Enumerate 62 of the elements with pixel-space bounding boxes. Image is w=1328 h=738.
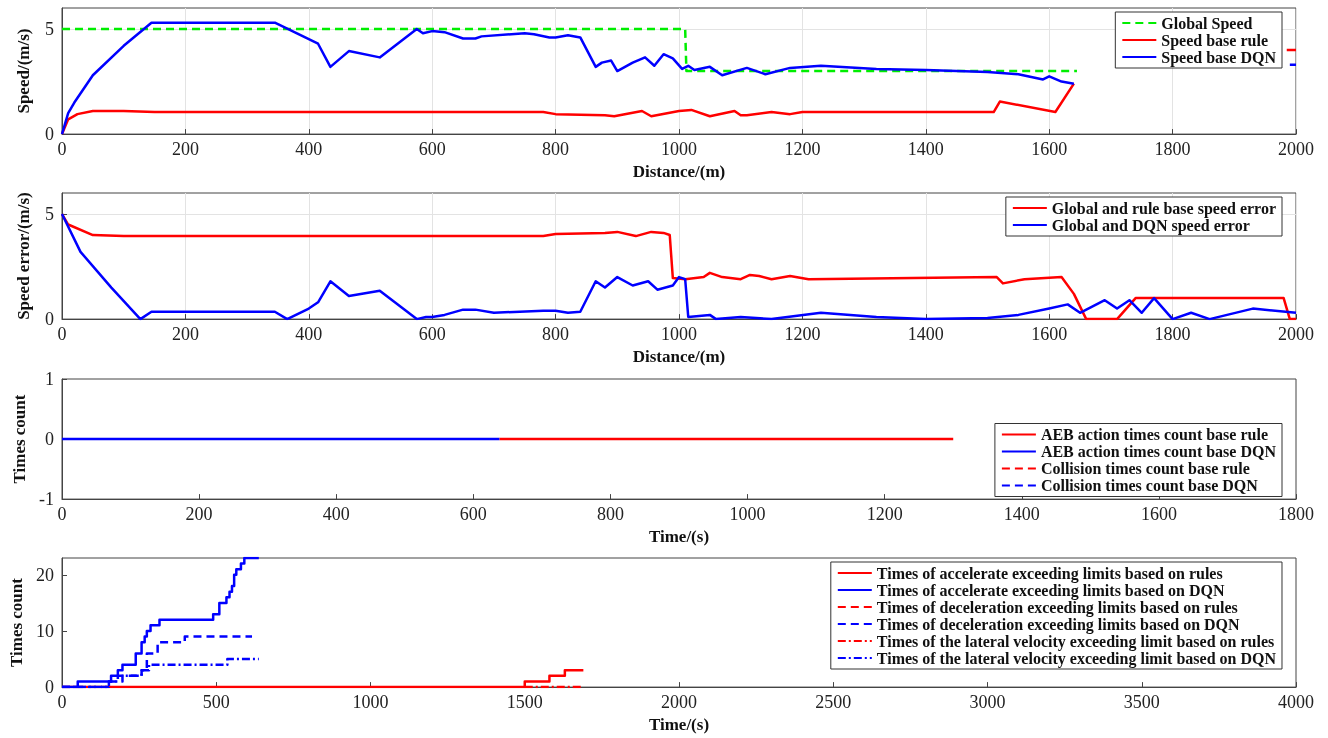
x-tick-label: 400 [295,324,323,345]
x-tick-label: 800 [596,504,624,525]
x-tick-label: 3500 [1123,692,1160,713]
x-tick-label: 500 [202,692,230,713]
x-tick-label: 1800 [1154,324,1191,345]
x-tick-label: 2500 [815,692,852,713]
x-axis-title: Time/(s) [648,715,710,734]
x-tick-label: 1400 [907,139,944,160]
x-tick-label: 800 [542,139,570,160]
x-tick-label: 800 [542,324,570,345]
x-tick-label: 1400 [1003,504,1040,525]
x-tick-label: 200 [171,324,199,345]
legend-label: Collision times count base rule [1040,460,1250,477]
y-tick-label: 10 [36,620,54,641]
y-tick-label: 1 [45,369,54,389]
x-tick-label: 600 [418,324,446,345]
x-tick-label: 1600 [1031,139,1068,160]
legend-label: AEB action times count base DQN [1040,443,1277,460]
x-tick-label: 1000 [729,504,766,525]
x-tick-label: 2000 [1278,324,1314,345]
legend-label: Collision times count base DQN [1040,477,1259,494]
y-axis-title: Speed error/(m/s) [14,192,33,320]
y-tick-label: 0 [45,124,54,145]
x-tick-label: 1200 [784,139,821,160]
x-tick-label: 1600 [1140,504,1177,525]
y-tick-label: 20 [36,564,54,585]
legend-label: Global and rule base speed error [1051,199,1277,218]
y-tick-label: 0 [45,309,54,330]
legend-label: AEB action times count base rule [1040,426,1268,443]
y-axis-title: Speed/(m/s) [14,28,33,114]
x-tick-label: 1500 [506,692,543,713]
x-tick-label: 2000 [661,692,697,713]
x-tick-label: 2000 [1278,139,1314,160]
x-tick-label: 400 [322,504,350,525]
x-axis-title: Distance/(m) [632,162,726,181]
x-tick-label: 1000 [661,139,697,160]
x-tick-label: 4000 [1278,692,1314,713]
x-tick-label: 1200 [866,504,903,525]
y-axis-title: Times count [7,577,27,668]
x-tick-label: 1000 [661,324,697,345]
y-axis-title: Times count [10,394,30,484]
y-tick-label: 0 [45,677,54,698]
x-tick-label: 200 [171,139,199,160]
y-tick-label: 5 [45,19,54,40]
x-axis-title: Time/(s) [648,527,710,546]
y-tick-label: -1 [39,489,54,510]
legend-label: Times of accelerate exceeding limits based on rules [876,564,1223,583]
x-tick-label: 600 [418,139,446,160]
x-tick-label: 400 [295,139,323,160]
legend-label: Global Speed [1161,14,1253,33]
x-tick-label: 3000 [969,692,1006,713]
x-tick-label: 1800 [1278,504,1314,525]
x-tick-label: 600 [459,504,487,525]
x-tick-label: 1600 [1031,324,1068,345]
x-tick-label: 1200 [784,324,821,345]
x-axis-title: Distance/(m) [632,347,726,366]
x-tick-label: 200 [185,504,213,525]
x-tick-label: 1400 [907,324,944,345]
x-tick-label: 1800 [1154,139,1191,160]
y-tick-label: 0 [45,429,54,450]
x-tick-label: 1000 [352,692,389,713]
y-tick-label: 5 [45,204,54,225]
